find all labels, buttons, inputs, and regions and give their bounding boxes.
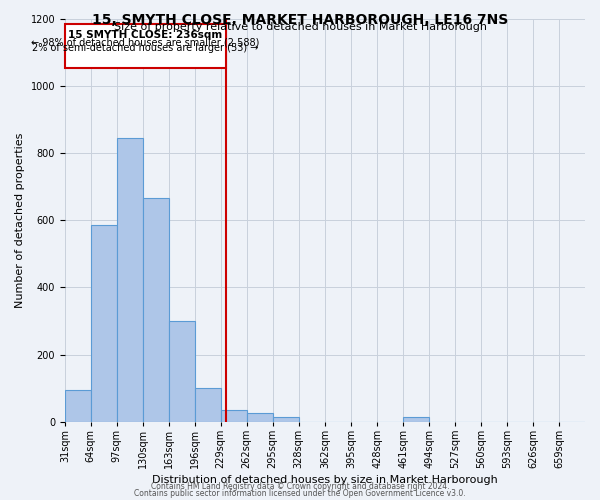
X-axis label: Distribution of detached houses by size in Market Harborough: Distribution of detached houses by size … [152,475,498,485]
FancyBboxPatch shape [65,24,226,68]
Text: ← 98% of detached houses are smaller (2,588): ← 98% of detached houses are smaller (2,… [31,38,260,48]
Bar [91,226,117,422]
Bar [403,416,429,422]
Text: Contains public sector information licensed under the Open Government Licence v3: Contains public sector information licen… [134,489,466,498]
Bar [272,416,299,422]
Y-axis label: Number of detached properties: Number of detached properties [15,132,25,308]
Bar [195,388,221,422]
Text: Contains HM Land Registry data © Crown copyright and database right 2024.: Contains HM Land Registry data © Crown c… [151,482,449,491]
Text: 2% of semi-detached houses are larger (53) →: 2% of semi-detached houses are larger (5… [32,44,259,54]
Text: Size of property relative to detached houses in Market Harborough: Size of property relative to detached ho… [113,22,487,32]
Bar [65,390,91,422]
Bar [169,321,195,422]
Bar [247,413,272,422]
Text: 15 SMYTH CLOSE: 236sqm: 15 SMYTH CLOSE: 236sqm [68,30,223,40]
Text: 15, SMYTH CLOSE, MARKET HARBOROUGH, LE16 7NS: 15, SMYTH CLOSE, MARKET HARBOROUGH, LE16… [92,12,508,26]
Bar [221,410,247,422]
Bar [143,198,169,422]
Bar [117,138,143,422]
